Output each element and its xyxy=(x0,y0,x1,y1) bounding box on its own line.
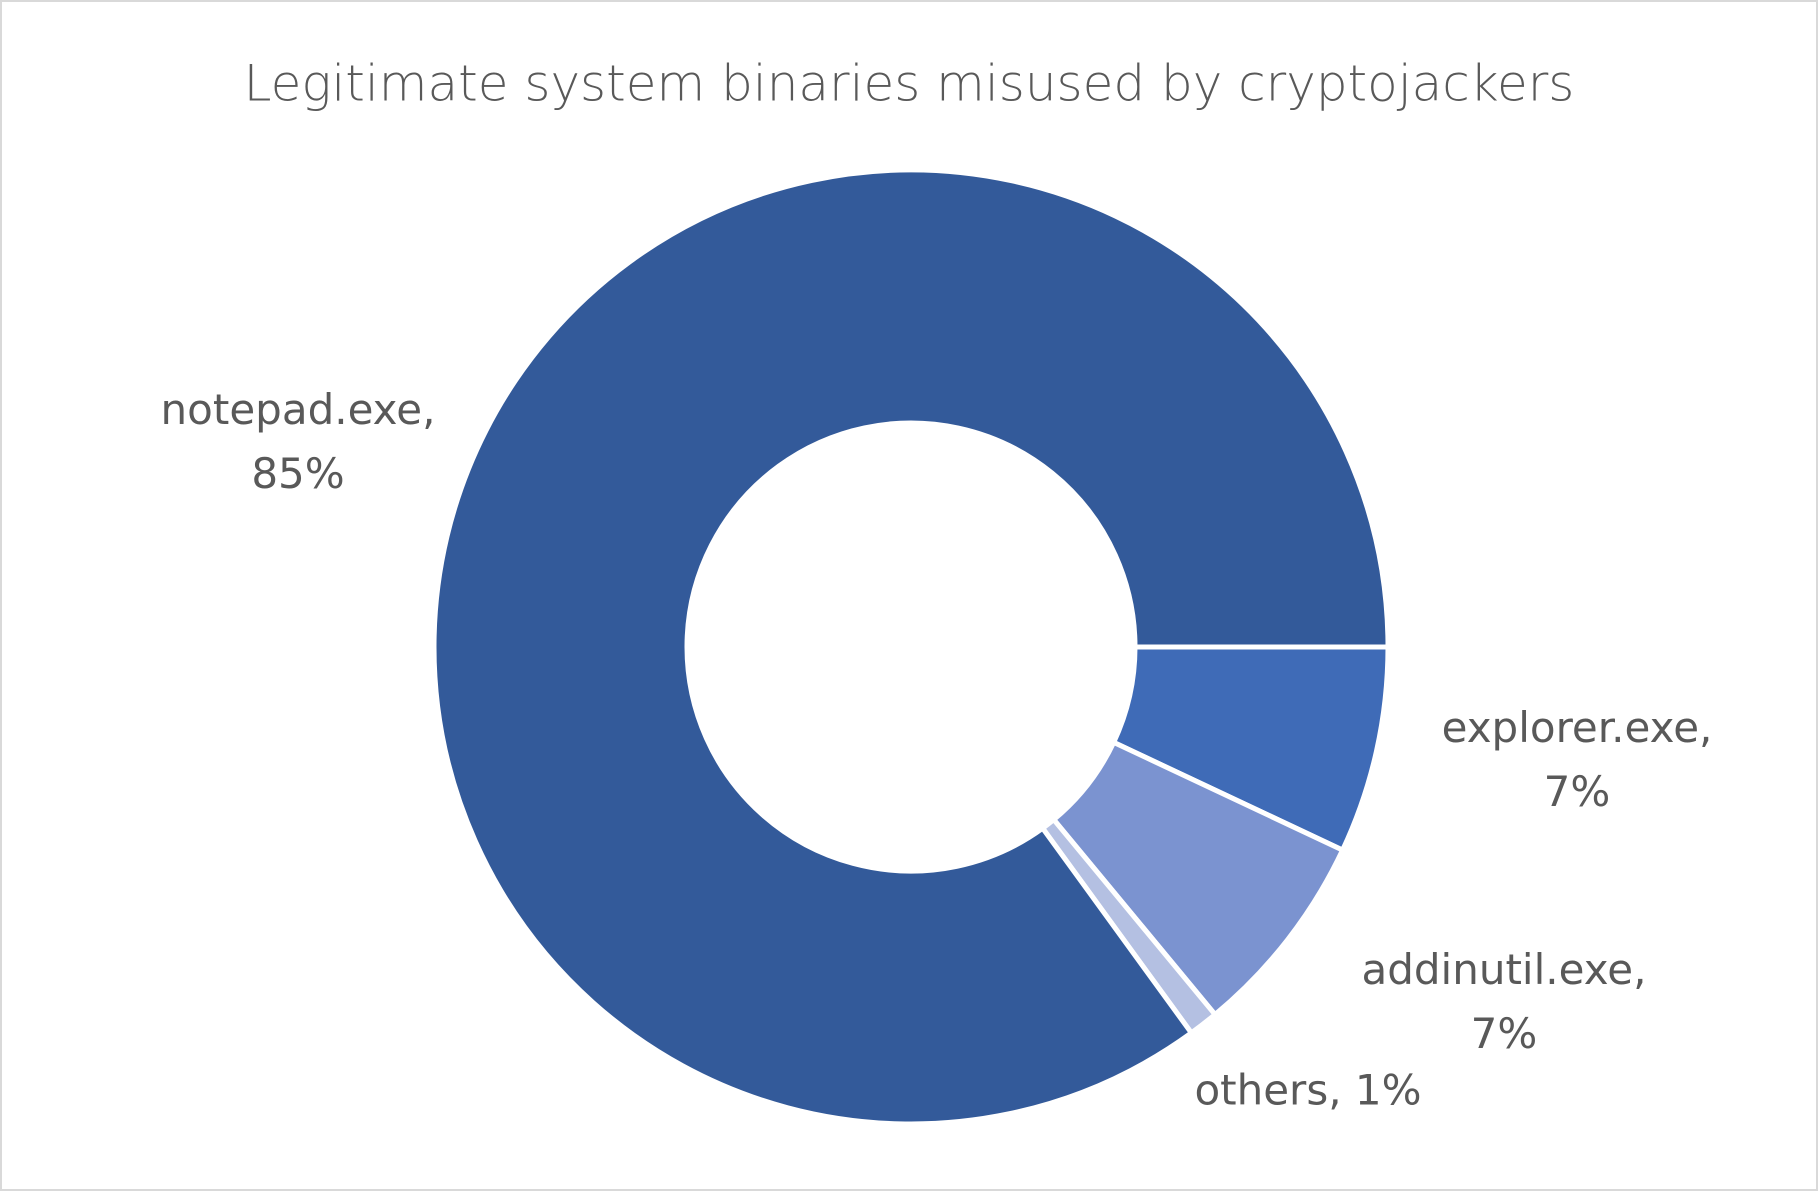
data-label: addinutil.exe, 7% xyxy=(1362,945,1647,1058)
chart-title: Legitimate system binaries misused by cr… xyxy=(244,55,1575,113)
donut-slice xyxy=(431,167,1391,1127)
data-label: explorer.exe, 7% xyxy=(1442,703,1713,816)
data-label: notepad.exe, 85% xyxy=(161,385,436,498)
data-label: others, 1% xyxy=(1194,1066,1421,1115)
